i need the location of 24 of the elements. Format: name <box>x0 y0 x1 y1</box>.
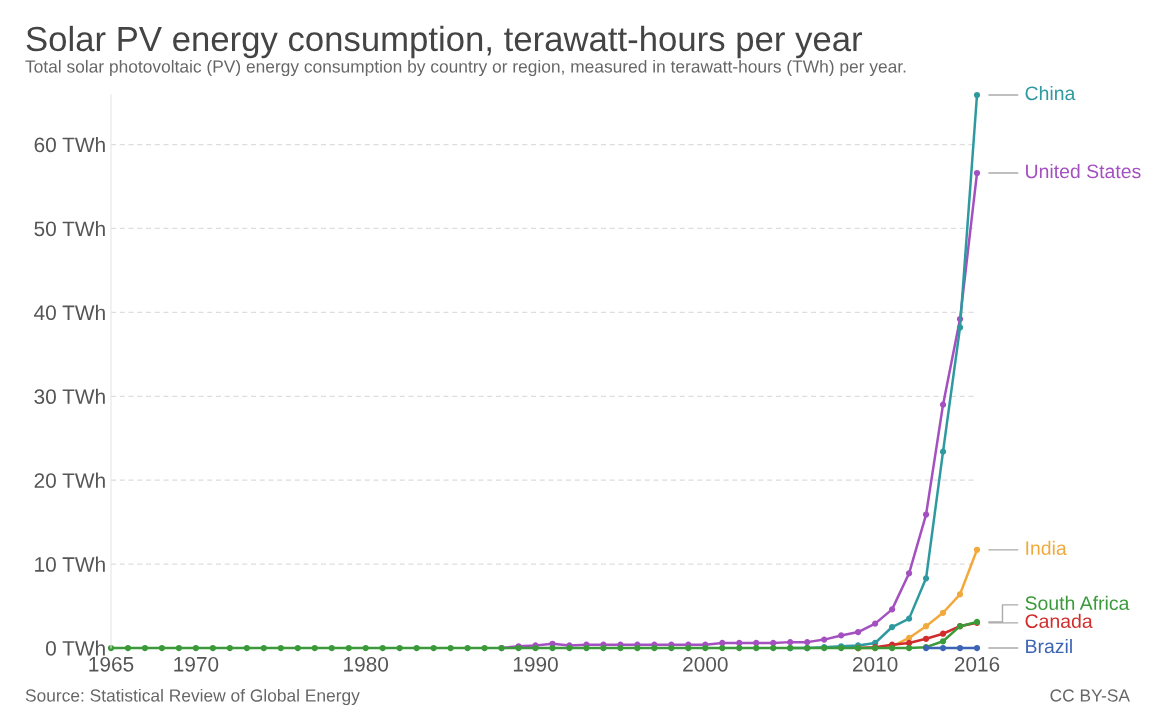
x-tick-label: 2000 <box>683 656 728 672</box>
chart-subtitle: Total solar photovoltaic (PV) energy consumption by country or region, measured in terawatt-hours (TWh) per year. <box>25 59 906 77</box>
x-tick-label: 1990 <box>513 656 558 672</box>
y-tick-label: 60 TWh <box>34 136 105 153</box>
text: India <box>1026 540 1067 556</box>
text: Canada <box>1025 613 1093 629</box>
text: CC BY-SA <box>1050 689 1130 702</box>
x-tick-label: 2010 <box>853 656 898 672</box>
source-note: Source: Statistical Review of Global Energy <box>25 688 360 706</box>
chart-title: Solar PV energy consumption, terawatt-hours per year <box>26 25 863 59</box>
y-tick-label: 20 TWh <box>34 472 105 488</box>
text: United States <box>1026 163 1141 179</box>
text: South Africa <box>1025 595 1130 611</box>
y-tick-label: 30 TWh <box>34 388 105 405</box>
y-tick-label: 50 TWh <box>34 220 105 237</box>
x-tick-label: 1965 <box>89 656 134 672</box>
y-tick-label: 10 TWh <box>35 556 105 572</box>
x-tick-label: 1970 <box>174 656 219 672</box>
text: China <box>1025 85 1076 101</box>
text: Brazil <box>1026 638 1072 654</box>
x-tick-label: 1980 <box>344 656 389 672</box>
x-tick-label: 2016 <box>954 656 1000 672</box>
y-tick-label: 0 TWh <box>45 640 105 656</box>
y-tick-label: 40 TWh <box>34 304 105 321</box>
